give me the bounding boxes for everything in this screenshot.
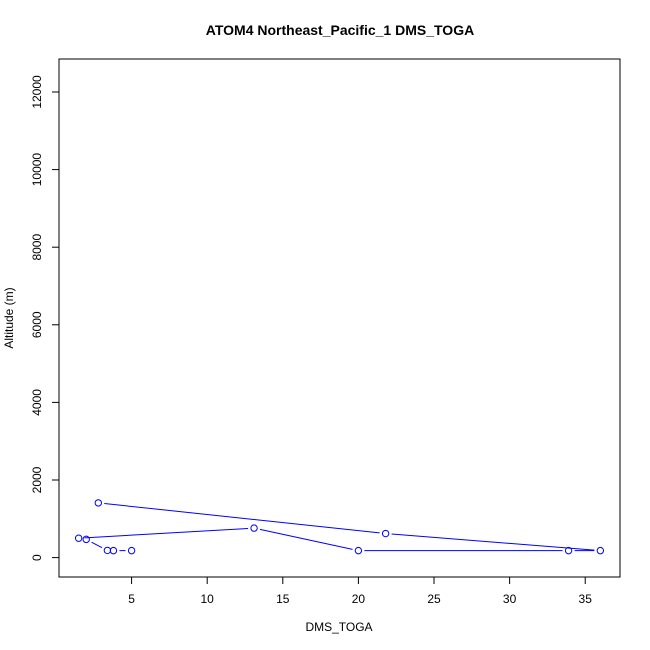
chart-title: ATOM4 Northeast_Pacific_1 DMS_TOGA [206, 22, 474, 38]
x-tick-label: 15 [276, 592, 290, 606]
x-tick-label: 30 [503, 592, 517, 606]
series-segment [104, 503, 380, 534]
data-point [109, 546, 118, 555]
data-point [381, 529, 390, 538]
x-axis: 5 10 15 20 25 30 35 [128, 576, 593, 606]
x-axis-label: DMS_TOGA [305, 620, 372, 634]
series-segment [91, 541, 103, 549]
x-tick-label: 20 [352, 592, 366, 606]
y-tick-label: 6000 [30, 311, 44, 338]
series-segment [391, 533, 595, 551]
data-point [127, 546, 136, 555]
y-tick-label: 10000 [30, 153, 44, 187]
x-tick-label: 35 [579, 592, 593, 606]
x-tick-label: 5 [128, 592, 135, 606]
data-point [74, 534, 83, 542]
series-segment [84, 527, 249, 539]
y-axis-label: Altitude (m) [2, 287, 16, 348]
data-point [354, 546, 363, 555]
y-tick-label: 2000 [30, 466, 44, 493]
series-segment [259, 528, 353, 550]
series-layer [74, 499, 605, 555]
x-tick-label: 10 [201, 592, 215, 606]
y-tick-label: 12000 [30, 75, 44, 109]
data-point [94, 499, 103, 507]
x-tick-label: 25 [427, 592, 441, 606]
data-point [564, 546, 573, 555]
data-point [82, 535, 90, 544]
y-axis: 0 2000 4000 6000 8000 10000 12000 [30, 75, 60, 561]
y-tick-label: 8000 [30, 234, 44, 261]
y-tick-label: 0 [30, 554, 44, 561]
y-tick-label: 4000 [30, 389, 44, 416]
plot-frame [58, 58, 621, 578]
data-point [596, 546, 605, 555]
data-point [250, 524, 258, 532]
data-point [103, 546, 112, 555]
